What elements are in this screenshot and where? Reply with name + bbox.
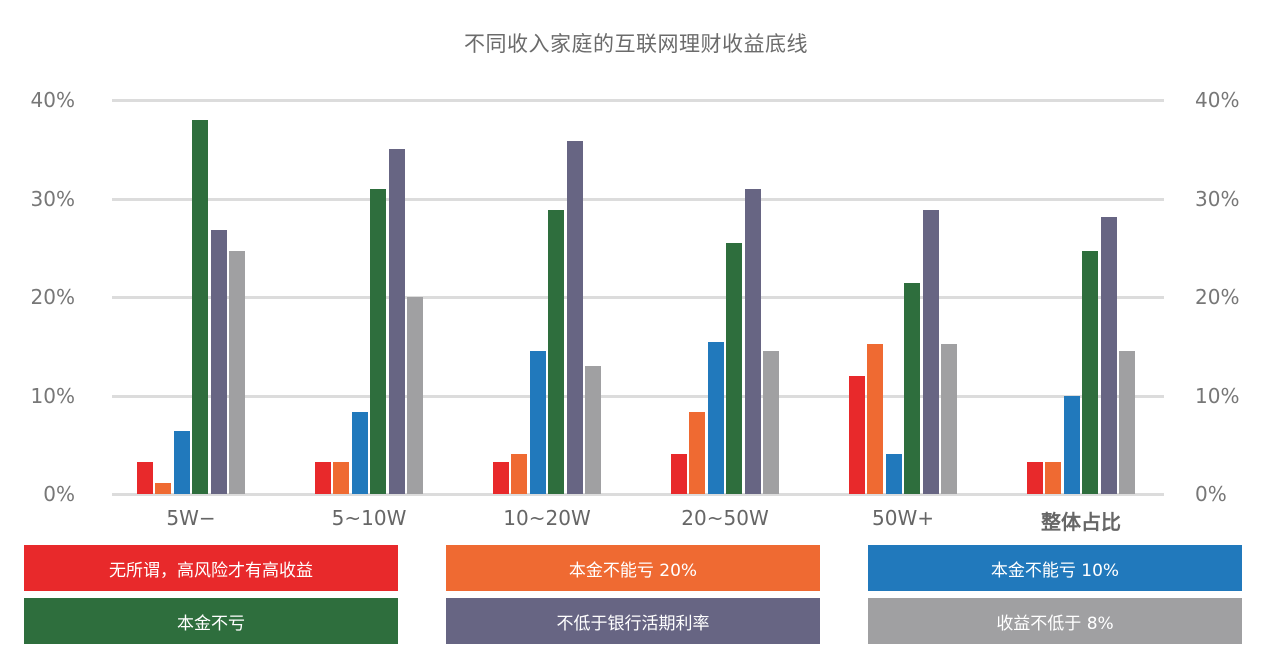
y-tick-label: 30% [1195,186,1240,211]
y-tick-label: 20% [1195,285,1240,309]
bar [585,365,602,494]
bar [867,344,884,494]
legend-item: 本金不能亏 10% [868,545,1242,591]
x-axis-labels: 5W− 5~10W 10~20W 20~50W 50W+ 整体占比 [112,506,1164,534]
bar [885,453,902,494]
bar [744,188,761,494]
bar [210,230,227,494]
bar [548,210,565,494]
bar [492,462,509,494]
bar [941,344,958,494]
gridline [112,493,1164,496]
legend-item: 无所谓，高风险才有高收益 [24,545,398,591]
legend-item: 收益不低于 8% [868,598,1242,644]
bar [1026,462,1043,494]
y-tick-label: 0% [1195,482,1227,506]
x-tick-label: 10~20W [503,506,591,530]
bar [407,297,424,494]
bar [707,342,724,494]
bar [511,453,528,494]
bar [848,375,865,494]
bar [670,453,687,494]
bar [370,188,387,494]
bar-groups [112,100,1164,494]
bar [388,149,405,494]
bar [173,430,190,494]
y-tick-label: 40% [30,88,75,112]
bar [1119,351,1136,494]
gridline [112,296,1164,299]
y-tick-label: 20% [30,285,75,309]
bar [155,483,172,494]
bar [351,412,368,494]
bar [922,210,939,494]
x-tick-label: 20~50W [681,506,769,530]
bar [1082,250,1099,494]
bar [1045,462,1062,494]
bar [1100,217,1117,494]
bar [689,412,706,494]
x-tick-label: 5W− [166,506,216,530]
legend-item: 本金不亏 [24,598,398,644]
x-tick-label: 5~10W [331,506,407,530]
bar [229,250,246,494]
y-tick-label: 0% [43,482,75,506]
plot-area [112,99,1164,496]
bar [763,351,780,494]
bar [529,351,546,494]
legend-item: 本金不能亏 20% [446,545,820,591]
gridline [112,394,1164,398]
y-tick-label: 10% [1195,383,1240,408]
gridline [112,99,1164,102]
x-tick-label: 50W+ [872,506,934,530]
y-tick-label: 40% [1195,88,1240,112]
bar [566,141,583,494]
bar [726,242,743,494]
bar [904,283,921,494]
chart-title: 不同收入家庭的互联网理财收益底线 [464,32,808,56]
gridline [112,197,1164,201]
bar [314,462,331,494]
bar [192,119,209,494]
legend-item: 不低于银行活期利率 [446,598,820,644]
y-tick-label: 30% [30,186,75,211]
x-tick-label: 整体占比 [1041,510,1121,534]
y-tick-label: 10% [30,383,75,408]
bar [136,462,153,494]
bar [1063,395,1080,494]
bar [333,462,350,494]
